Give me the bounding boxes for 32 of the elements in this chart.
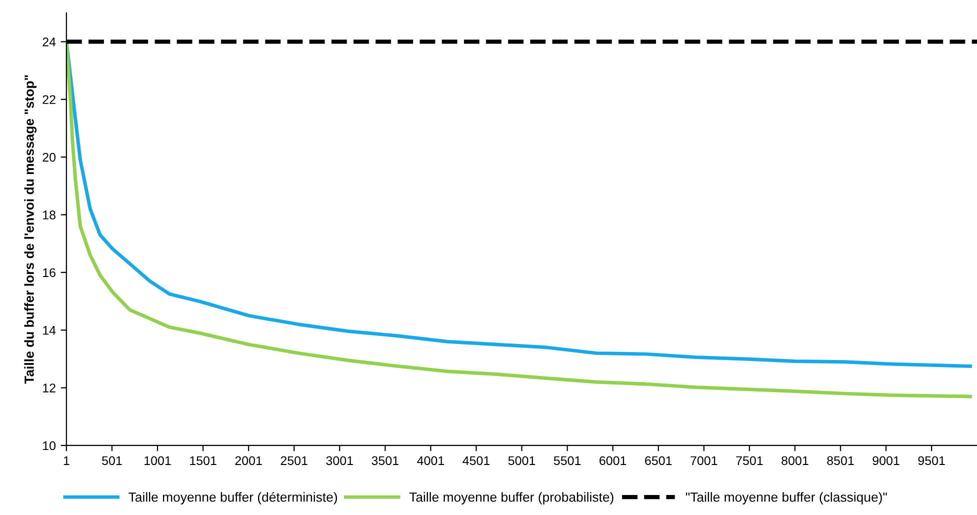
x-tick-label: 1501 <box>190 456 216 466</box>
legend-label: Taille moyenne buffer (probabiliste) <box>409 492 614 504</box>
y-tick-label: 14 <box>43 326 56 335</box>
x-tick-label: 501 <box>102 456 122 466</box>
x-tick-label: 8501 <box>827 456 854 466</box>
x-tick-label: 3501 <box>372 456 398 466</box>
x-tick-label: 7001 <box>690 456 718 466</box>
x-tick-label: 9001 <box>872 456 900 466</box>
x-tick-label: 4001 <box>417 456 444 466</box>
y-tick-label: 22 <box>42 95 56 104</box>
y-tick-label: 20 <box>42 152 56 162</box>
y-tick-label: 12 <box>43 384 56 392</box>
x-tick-label: 1 <box>64 456 70 465</box>
y-tick-label: 18 <box>43 210 56 220</box>
x-tick-label: 1001 <box>144 456 171 466</box>
x-tick-label: 4501 <box>462 456 490 466</box>
x-tick-label: 5501 <box>554 456 581 466</box>
x-tick-label: 6001 <box>600 456 626 466</box>
x-tick-label: 5001 <box>508 456 536 466</box>
y-tick-label: 10 <box>43 441 56 450</box>
x-tick-label: 8001 <box>782 456 808 466</box>
x-tick-label: 7501 <box>736 456 763 466</box>
legend-label: Taille moyenne buffer (déterministe) <box>128 492 337 504</box>
x-tick-label: 6501 <box>645 456 672 466</box>
legend-label: "Taille moyenne buffer (classique)" <box>686 492 887 504</box>
x-tick-label: 2501 <box>280 456 308 466</box>
x-tick-label: 2001 <box>235 456 262 466</box>
x-tick-label: 3001 <box>326 456 353 466</box>
y-tick-label: 24 <box>42 38 56 46</box>
y-tick-label: 16 <box>43 268 56 278</box>
x-tick-label: 9501 <box>918 456 945 466</box>
y-axis-title: Taille du buffer lors de l'envoi du message "stop" <box>24 75 37 384</box>
